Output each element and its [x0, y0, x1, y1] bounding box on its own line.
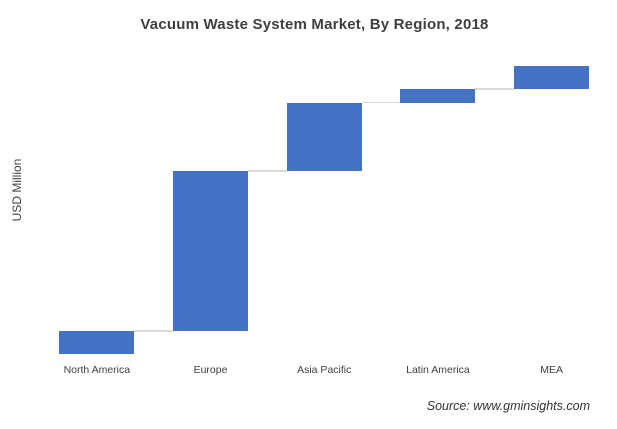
category-label-north-america: North America — [63, 364, 131, 376]
connector-line-europe-to-asia-pacific — [248, 170, 287, 172]
connector-line-asia-pacific-to-latin-america — [361, 101, 401, 104]
chart-title: Vacuum Waste System Market, By Region, 2… — [140, 16, 489, 33]
category-label-latin-america: Latin America — [406, 364, 470, 376]
bar-north-america — [59, 331, 135, 354]
connector-line-north-america-to-europe — [134, 330, 174, 332]
bar-asia-pacific — [286, 102, 362, 171]
category-label-asia-pacific: Asia Pacific — [297, 364, 352, 376]
bar-latin-america — [400, 89, 476, 103]
category-label-mea: MEA — [540, 364, 564, 376]
bar-europe — [173, 171, 249, 331]
bar-mea — [514, 66, 590, 89]
connector-line-latin-america-to-mea — [475, 88, 515, 90]
category-label-europe: Europe — [193, 364, 228, 376]
source-note: Source: www.gminsights.com — [426, 399, 590, 413]
